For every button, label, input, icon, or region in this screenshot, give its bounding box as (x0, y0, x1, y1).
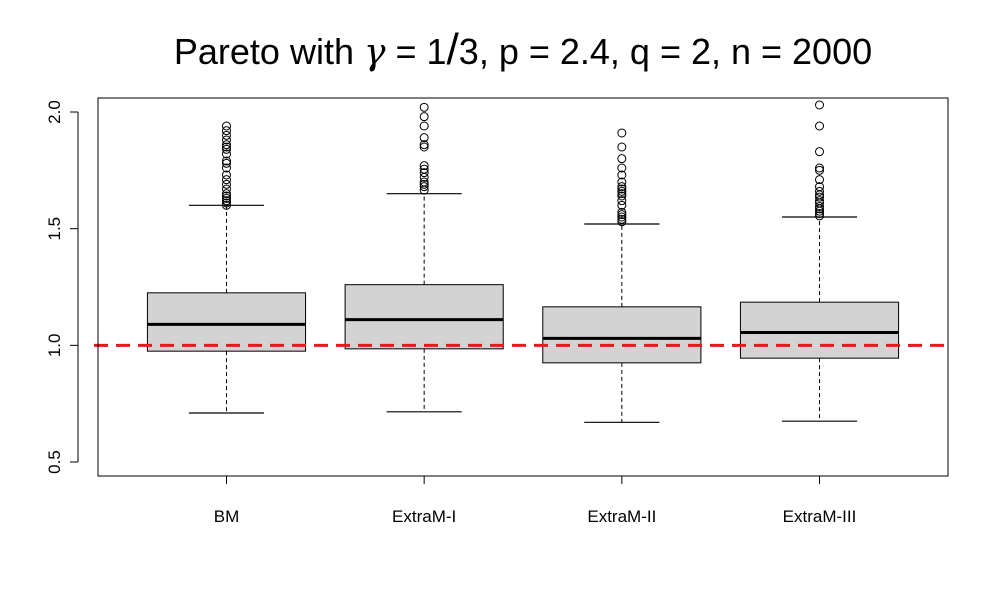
category-label-0: BM (214, 507, 240, 526)
box-2-outlier-17 (617, 128, 627, 138)
box-1-outlier-8 (419, 142, 429, 152)
box-0-outlier-13 (221, 149, 231, 159)
box-0-outlier-16 (221, 140, 231, 150)
box-2-outlier-11 (617, 182, 627, 192)
plot-frame (97, 97, 949, 477)
box-2-outlier-0 (617, 217, 627, 227)
box-2-outlier-14 (617, 163, 627, 173)
box-2-outlier-13 (617, 170, 627, 180)
box-2-outlier-2 (617, 212, 627, 222)
box-3-iqr-box (739, 301, 900, 359)
box-0-outlier-18 (221, 130, 231, 140)
box-2-outlier-3 (617, 210, 627, 220)
box-2-outlier-8 (617, 189, 627, 199)
box-2-outlier-6 (617, 196, 627, 206)
box-1-outlier-2 (419, 179, 429, 189)
box-1-outlier-13 (419, 102, 429, 112)
box-2-outlier-15 (617, 154, 627, 164)
box-2-outlier-5 (617, 200, 627, 210)
category-label-2: ExtraM-II (587, 507, 656, 526)
box-3-outlier-16 (815, 100, 825, 110)
box-0-outlier-3 (221, 193, 231, 203)
box-0-outlier-8 (221, 175, 231, 185)
box-2-outlier-12 (617, 177, 627, 187)
box-0-outlier-10 (221, 163, 231, 173)
box-2-outlier-16 (617, 142, 627, 152)
box-0-outlier-0 (221, 200, 231, 210)
title-gamma-symbol: γ (364, 32, 386, 73)
box-1-outlier-1 (419, 182, 429, 192)
box-1-outlier-9 (419, 140, 429, 150)
box-3-outlier-7 (815, 192, 825, 202)
box-1-outlier-5 (419, 168, 429, 178)
box-0-outlier-20 (221, 121, 231, 131)
box-0-outlier-11 (221, 158, 231, 168)
box-0-outlier-15 (221, 142, 231, 152)
box-3-outlier-14 (815, 147, 825, 157)
box-3-outlier-13 (815, 163, 825, 173)
chart-title: Pareto with γ = 1/3, p = 2.4, q = 2, n =… (174, 25, 872, 74)
box-3-outlier-12 (815, 165, 825, 175)
box-0-outlier-2 (221, 196, 231, 206)
box-2-outlier-4 (617, 207, 627, 217)
title-rest: , p = 2.4, q = 2, n = 2000 (479, 31, 872, 72)
box-0-outlier-12 (221, 156, 231, 166)
title-prefix: Pareto with (174, 31, 364, 72)
box-1-outlier-12 (419, 112, 429, 122)
box-2-outlier-10 (617, 184, 627, 194)
category-label-3: ExtraM-III (783, 507, 857, 526)
box-0-outlier-7 (221, 179, 231, 189)
category-label-1: ExtraM-I (392, 507, 456, 526)
box-2-outlier-9 (617, 186, 627, 196)
box-0-outlier-19 (221, 126, 231, 136)
box-2-outlier-7 (617, 191, 627, 201)
box-0-outlier-5 (221, 189, 231, 199)
box-3-outlier-1 (815, 209, 825, 218)
box-3-outlier-15 (815, 121, 825, 131)
box-1-iqr-box (344, 284, 504, 350)
title-gamma-value: 1 (427, 31, 447, 72)
box-3-outlier-4 (815, 202, 825, 211)
box-0-outlier-4 (221, 191, 231, 201)
box-3-outlier-9 (815, 186, 825, 196)
box-3-outlier-6 (815, 196, 825, 206)
y-tick-label-3: 2.0 (45, 100, 64, 124)
y-tick-label-2: 1.5 (45, 217, 64, 241)
box-3-outlier-10 (815, 182, 825, 192)
box-1-outlier-11 (419, 121, 429, 131)
box-0-iqr-box (146, 292, 307, 352)
box-0-outlier-9 (221, 170, 231, 180)
box-1-outlier-10 (419, 133, 429, 143)
box-2-outlier-1 (617, 214, 627, 224)
y-tick-label-0: 0.5 (45, 450, 64, 474)
box-0-outlier-14 (221, 144, 231, 154)
title-gamma-slash: / (447, 25, 460, 74)
box-0-outlier-1 (221, 198, 231, 208)
plot-layer: BM ExtraM-I ExtraM-II ExtraM-III 0.5 1.0 1.5 2.… (45, 97, 952, 526)
box-0-outlier-6 (221, 184, 231, 194)
box-0-outlier-17 (221, 135, 231, 145)
box-3-outlier-0 (815, 211, 825, 221)
box-1-outlier-7 (419, 161, 429, 171)
box-1-outlier-6 (419, 164, 429, 174)
y-tick-label-1: 1.0 (45, 334, 64, 358)
box-1-outlier-3 (419, 177, 429, 187)
box-2-iqr-box (542, 306, 702, 364)
box-3-outlier-11 (815, 175, 825, 185)
title-gamma-den: 3 (459, 31, 479, 72)
